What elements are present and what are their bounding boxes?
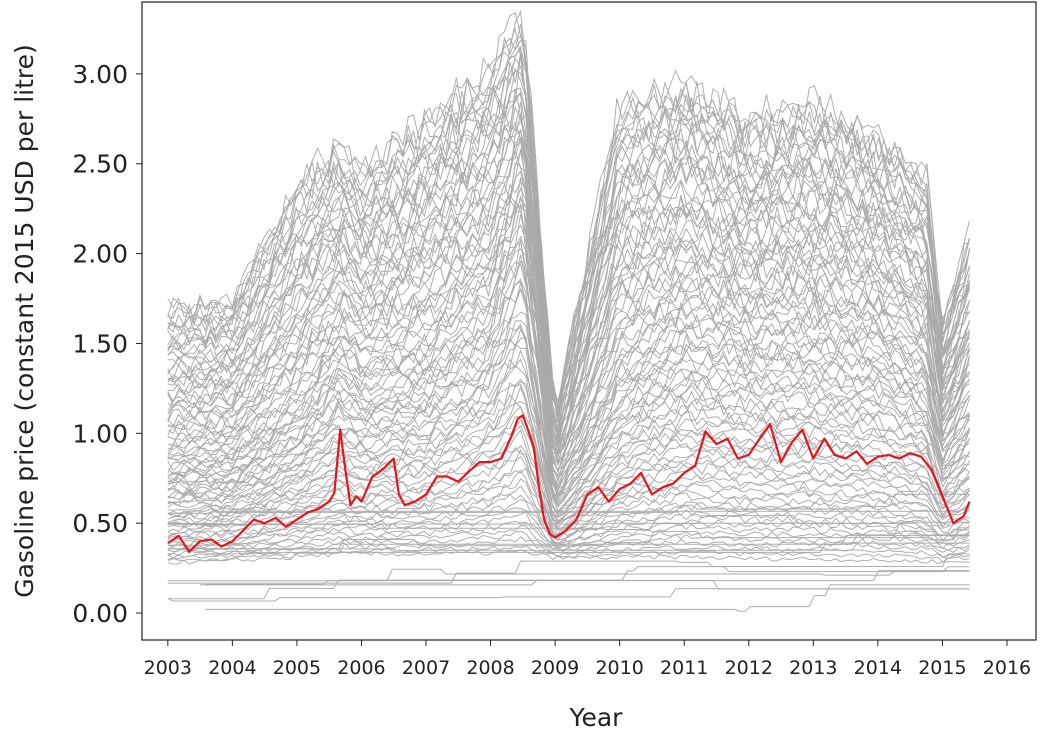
background-series-line (167, 588, 970, 602)
background-series-line (167, 485, 970, 545)
highlight-series-group (167, 414, 971, 554)
background-series-line (167, 553, 970, 584)
background-series-line (167, 383, 970, 518)
background-series-line (167, 545, 970, 563)
x-tick-label: 2005 (273, 657, 321, 679)
background-series-line (167, 180, 970, 451)
x-tick-label: 2007 (402, 657, 450, 679)
background-series-line (167, 498, 970, 548)
background-series-line (167, 281, 970, 492)
y-tick-label: 1.50 (72, 329, 128, 358)
y-tick-label: 2.00 (72, 240, 128, 269)
background-series-line (167, 170, 970, 455)
background-series-line (167, 365, 970, 516)
highlight-series-line (167, 414, 971, 554)
background-series-line (205, 570, 970, 585)
background-series-line (167, 467, 970, 538)
background-series-line (167, 566, 970, 600)
y-axis: 0.00 0.50 1.00 1.50 2.00 2.50 3.00 (72, 60, 142, 628)
background-series-line (167, 261, 970, 485)
background-series-line (167, 113, 970, 441)
background-series-line (167, 45, 970, 414)
x-tick-label: 2004 (208, 657, 256, 679)
background-series-line (167, 26, 970, 414)
x-axis-title: Year (569, 703, 624, 732)
x-tick-label: 2011 (660, 657, 708, 679)
background-series-line (167, 149, 970, 448)
x-tick-label: 2009 (531, 657, 579, 679)
background-series-line (167, 53, 970, 418)
x-tick-label: 2008 (466, 657, 514, 679)
background-series-line (205, 584, 970, 612)
x-tick-label: 2013 (789, 657, 837, 679)
background-series-line (167, 248, 970, 476)
background-series-line (167, 57, 970, 422)
background-series-line (167, 105, 970, 441)
background-series-group (167, 9, 970, 612)
background-series-line (167, 137, 970, 452)
x-axis: 2003 2004 2005 2006 2007 2008 2009 2010 2011 2012… (144, 640, 1031, 679)
background-series-line (167, 445, 970, 531)
background-series-line (167, 469, 970, 542)
background-series-line (167, 507, 970, 550)
background-series-line (167, 23, 970, 408)
y-tick-label: 0.00 (72, 599, 128, 628)
background-series-line (167, 93, 970, 433)
background-series-line (167, 239, 970, 481)
background-series-line (167, 201, 970, 467)
y-tick-label: 0.50 (72, 509, 128, 538)
x-tick-label: 2010 (595, 657, 643, 679)
background-series-line (167, 511, 970, 553)
plot-frame (141, 1, 1037, 641)
x-tick-label: 2006 (337, 657, 385, 679)
y-tick-label: 2.50 (72, 150, 128, 179)
background-series-line (167, 568, 970, 582)
y-tick-label: 1.00 (72, 419, 128, 448)
background-series-line (167, 425, 970, 525)
background-series-line (167, 520, 970, 555)
background-series-line (167, 542, 970, 551)
background-series-line (167, 524, 970, 557)
y-axis-title: Gasoline price (constant 2015 USD per li… (10, 44, 39, 598)
y-tick-label: 3.00 (72, 60, 128, 89)
background-series-line (167, 415, 970, 522)
background-series-line (167, 281, 970, 497)
background-series-line (167, 12, 970, 404)
background-series-line (167, 429, 970, 530)
background-series-line (167, 210, 970, 473)
background-series-line (167, 478, 970, 541)
background-series-line (167, 405, 970, 522)
x-tick-label: 2003 (144, 657, 192, 679)
background-series-line (167, 447, 970, 536)
background-series-line (167, 46, 970, 416)
x-tick-label: 2015 (918, 657, 966, 679)
background-series-line (167, 493, 970, 546)
background-series-line (167, 358, 970, 512)
background-series-line (167, 37, 970, 415)
x-tick-label: 2012 (725, 657, 773, 679)
background-series-line (167, 381, 970, 516)
x-tick-label: 2016 (983, 657, 1031, 679)
x-tick-label: 2014 (854, 657, 902, 679)
